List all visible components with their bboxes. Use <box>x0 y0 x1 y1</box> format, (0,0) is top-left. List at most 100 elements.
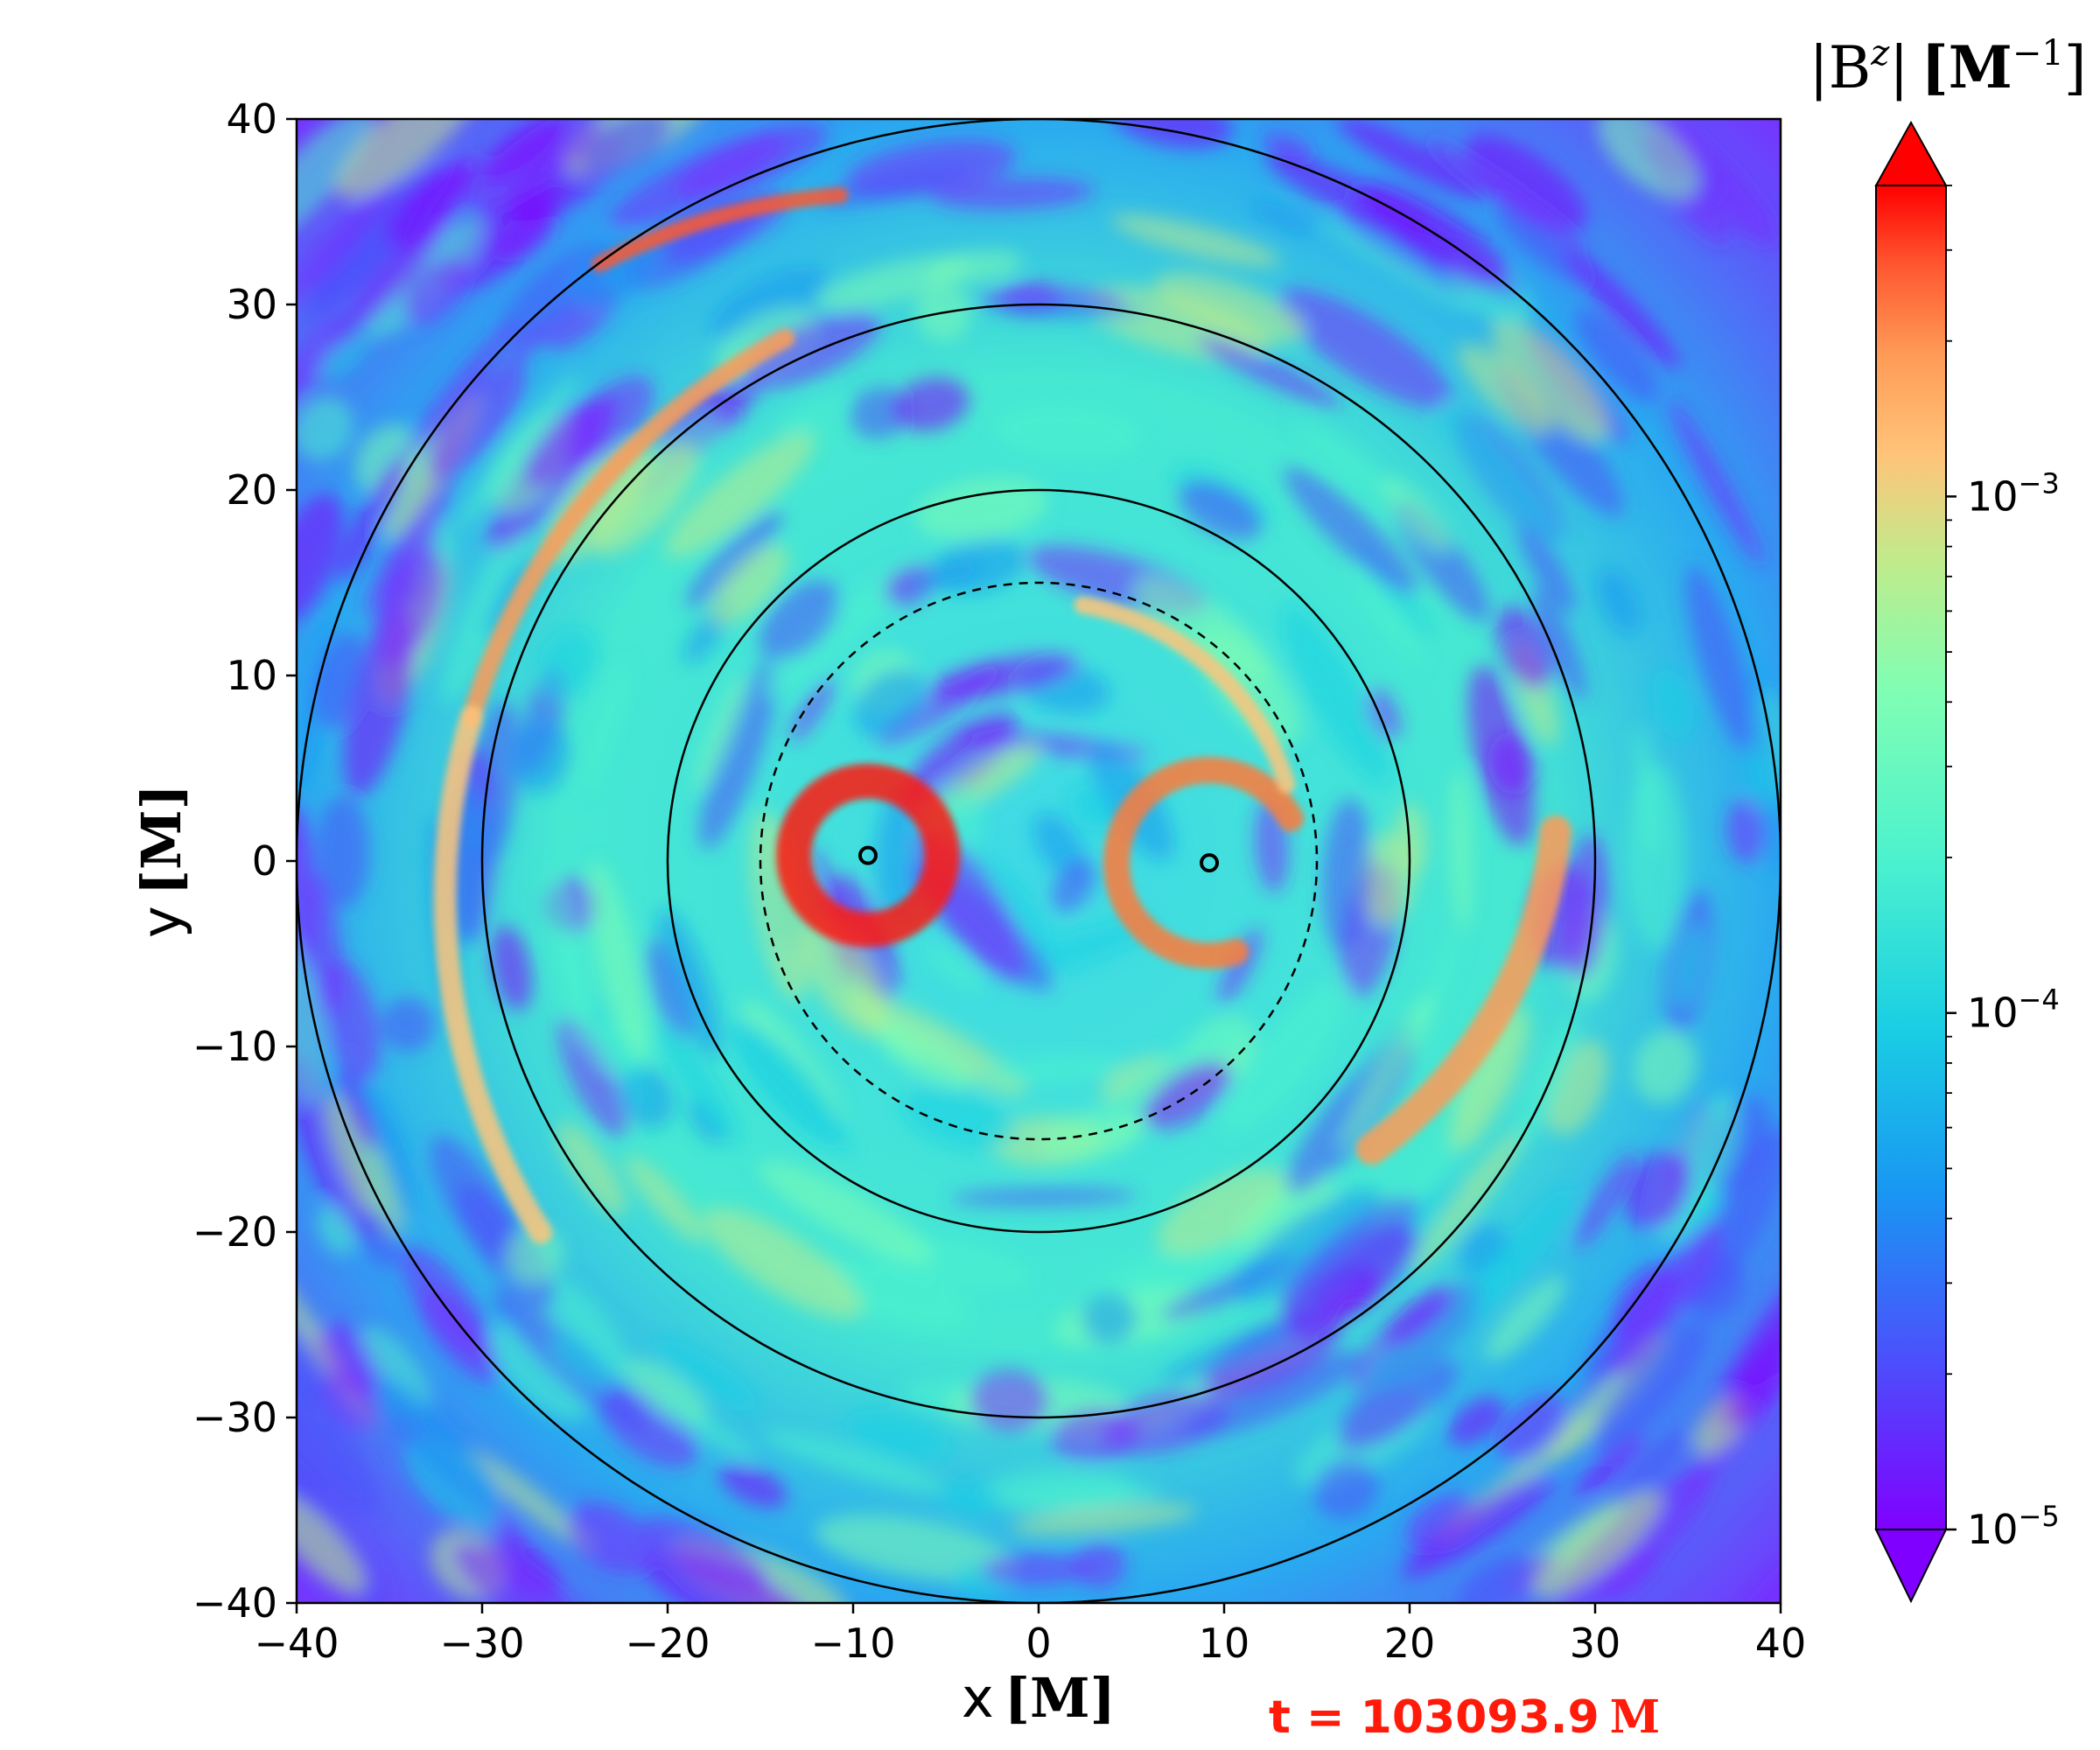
field-patch <box>699 660 778 850</box>
field-patch <box>1612 1428 1689 1506</box>
field-patch <box>928 538 1027 595</box>
field-patch <box>931 178 1094 210</box>
field-patch <box>329 212 453 349</box>
field-patch <box>1401 1473 1555 1578</box>
field-patch <box>1726 1329 1781 1427</box>
x-tick-label: −20 <box>625 1620 710 1667</box>
heatmap-field <box>297 119 1781 1603</box>
field-patch <box>1599 1550 1660 1603</box>
field-patch <box>710 267 830 341</box>
y-tick-label: −20 <box>192 1208 277 1256</box>
field-patch <box>656 907 723 1059</box>
y-tick-label: −30 <box>192 1394 277 1441</box>
field-patch <box>1351 566 1424 666</box>
x-tick-label: 30 <box>1570 1620 1621 1667</box>
field-patch <box>750 810 810 1002</box>
field-patch <box>649 1393 757 1460</box>
field-patch <box>508 718 570 794</box>
field-patch <box>550 1331 612 1390</box>
field-patch <box>546 868 592 1049</box>
x-axis-label: x [M] <box>962 1666 1116 1730</box>
field-patch <box>381 998 436 1053</box>
field-patch <box>1051 859 1096 913</box>
field-patch <box>1235 1172 1335 1252</box>
field-patch <box>1591 1320 1710 1454</box>
field-patch <box>579 119 672 176</box>
field-patch <box>1626 763 1686 949</box>
field-patch <box>335 119 485 200</box>
field-patch <box>1534 1490 1662 1600</box>
field-patch <box>1082 1292 1137 1345</box>
field-arm <box>1103 757 1305 970</box>
field-patch <box>297 396 354 461</box>
field-patch <box>1458 343 1551 436</box>
field-patch <box>609 132 786 229</box>
y-tick-label: 10 <box>226 652 277 699</box>
field-patch <box>1203 1315 1340 1397</box>
x-tick-label: 0 <box>1026 1620 1051 1667</box>
field-patch <box>481 119 565 182</box>
field-patch <box>1338 1356 1459 1446</box>
field-patch <box>297 1315 332 1404</box>
field-patch <box>844 1409 950 1461</box>
y-axis-label: y[M] <box>130 784 193 938</box>
field-patch <box>566 1502 654 1575</box>
field-patch <box>762 563 915 696</box>
field-patch <box>1184 1352 1363 1439</box>
colorbar-extend-top <box>1874 120 1948 186</box>
field-arm <box>592 187 849 272</box>
field-patch <box>563 375 654 466</box>
field-patch <box>588 861 649 1060</box>
field-texture-soft <box>297 119 1781 1603</box>
y-tick-label: −40 <box>192 1579 277 1627</box>
black-hole-marker-2 <box>1200 853 1220 873</box>
field-patch <box>1337 119 1485 200</box>
field-patch <box>504 322 550 368</box>
field-patch <box>452 1543 595 1603</box>
field-patch <box>1673 925 1705 1008</box>
field-patch <box>1143 1061 1232 1130</box>
field-patch <box>320 1321 383 1396</box>
field-arms <box>433 187 1572 1244</box>
field-patch <box>1196 336 1340 408</box>
field-patch <box>1685 565 1754 752</box>
field-arm <box>433 705 553 1244</box>
field-patch <box>538 626 599 700</box>
field-patch <box>590 442 697 556</box>
field-patch <box>340 1069 374 1152</box>
field-patch <box>901 711 1018 810</box>
field-patch <box>1278 288 1452 409</box>
field-patch <box>1669 399 1764 566</box>
field-patch <box>1068 785 1115 831</box>
field-patch <box>640 1550 816 1603</box>
field-patch <box>1426 136 1586 250</box>
field-patch <box>1597 119 1699 200</box>
field-patch <box>430 1135 520 1267</box>
field-patch <box>582 659 629 794</box>
y-tick-label: 30 <box>226 281 277 328</box>
field-patch <box>1574 309 1658 402</box>
radius-circle-15 <box>759 581 1319 1141</box>
field-patch <box>314 632 367 729</box>
field-patch <box>1312 1459 1379 1520</box>
field-patch <box>317 1206 356 1256</box>
field-patch <box>297 119 374 254</box>
field-patch <box>992 402 1143 460</box>
colorbar-body <box>1875 185 1947 1530</box>
field-patch <box>685 509 783 608</box>
field-patch <box>1609 1222 1722 1376</box>
field-patch <box>1459 1556 1533 1603</box>
field-patch <box>998 1482 1164 1510</box>
field-texture <box>297 119 1781 1603</box>
field-patch <box>1367 688 1401 741</box>
field-patch <box>640 1516 769 1592</box>
y-tick-label: 40 <box>226 95 277 143</box>
field-patch <box>456 373 579 528</box>
field-patch <box>653 1338 758 1411</box>
y-tick-label: 0 <box>252 837 277 885</box>
field-patch <box>1690 1127 1781 1306</box>
colorbar-extend-bottom <box>1874 1529 1948 1604</box>
field-patch <box>1448 1396 1504 1446</box>
radius-circles <box>297 119 1781 1603</box>
field-patch <box>297 1492 366 1594</box>
